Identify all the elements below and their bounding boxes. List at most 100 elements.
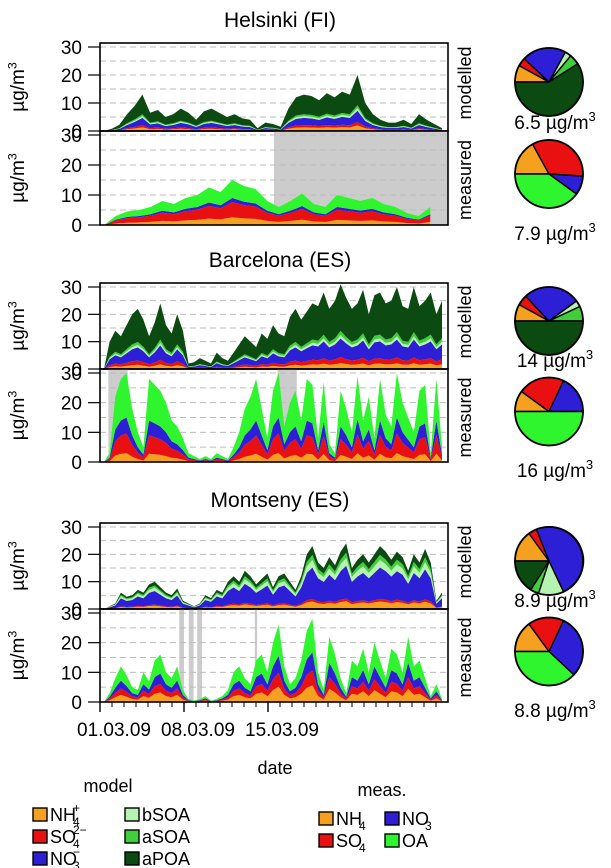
- modelled-area-aPOA: [104, 543, 442, 609]
- pie-modelled-outline: [514, 47, 584, 117]
- legend-subscript: 3: [425, 819, 432, 833]
- panel-label-measured: measured: [455, 617, 475, 697]
- measured-data-gap: [197, 609, 202, 702]
- pie-measured-outline: [514, 376, 584, 447]
- station-title: Barcelona (ES): [209, 249, 351, 272]
- legend-model-item-NO3: NO3−: [32, 845, 80, 868]
- measured-y-tick-label: 20: [61, 394, 82, 415]
- modelled-area-NH4: [104, 125, 442, 131]
- measured-y-tick-label: 30: [61, 364, 82, 385]
- legend-subscript: 4: [73, 837, 80, 851]
- station-title: Helsinki (FI): [224, 9, 336, 32]
- modelled-panel: 0 10 20 30: [61, 518, 449, 621]
- legend-meas-item-NH4: NH4: [318, 809, 366, 833]
- measured-area-OA: [104, 373, 442, 462]
- pie-measured-outline: [514, 616, 584, 687]
- pie-modelled-total-label: 6.5 µg/m3: [514, 109, 596, 134]
- legend-superscript: +: [73, 801, 80, 815]
- measured-panel: 0 10 20 30: [61, 364, 449, 474]
- panel-label-modelled: modelled: [455, 285, 475, 358]
- legend-subscript: 4: [73, 815, 80, 829]
- measured-area-NO3: [104, 652, 442, 702]
- modelled-y-tick-label: 10: [61, 333, 82, 354]
- modelled-area-aPOA: [104, 284, 442, 369]
- pie-measured-slice-OA: [514, 410, 584, 447]
- modelled-area-SO4: [104, 357, 442, 369]
- measured-area-SO4: [104, 433, 442, 462]
- legend-swatch: [318, 811, 334, 826]
- legend-model-item-NH4: NH4+: [32, 801, 80, 829]
- x-axis-label: date: [257, 758, 292, 778]
- modelled-y-tick-label: 0: [71, 360, 82, 381]
- modelled-y-tick-label: 10: [61, 94, 82, 115]
- legend-meas-item-SO4: SO4: [318, 831, 366, 855]
- legend-swatch: [124, 829, 140, 844]
- legend-swatch: [384, 833, 400, 848]
- pie-measured-total-label: 8.8 µg/m3: [514, 697, 596, 722]
- modelled-y-tick-label: 0: [71, 122, 82, 143]
- legend-label: NH: [336, 809, 362, 829]
- measured-y-tick-label: 10: [61, 423, 82, 444]
- legend-label: NO: [50, 849, 77, 868]
- pie-modelled-total-label: 8.9 µg/m3: [514, 587, 596, 612]
- panel-label-measured: measured: [455, 377, 475, 457]
- measured-frame: [99, 130, 449, 226]
- modelled-y-tick-label: 20: [61, 545, 82, 566]
- pie-modelled-total-label: 14 µg/m3: [517, 347, 593, 372]
- measured-y-tick-label: 0: [71, 453, 82, 474]
- y-axis-label: µg/m3: [5, 62, 29, 112]
- modelled-area-SO4: [104, 598, 442, 609]
- legend-model-title: model: [83, 776, 132, 796]
- modelled-panel: 0 10 20 30: [61, 38, 449, 143]
- modelled-y-tick-label: 20: [61, 66, 82, 87]
- modelled-area-aSOA: [104, 330, 442, 369]
- legend-meas-title: meas.: [357, 780, 406, 800]
- legend-swatch: [124, 807, 140, 822]
- x-tick-label: 01.03.09: [77, 720, 151, 741]
- x-tick-label: 15.03.09: [245, 720, 319, 741]
- measured-area-SO4: [104, 202, 431, 225]
- modelled-y-tick-label: 0: [71, 600, 82, 621]
- modelled-y-tick-label: 30: [61, 38, 82, 59]
- y-axis-label: µg/m3: [5, 153, 29, 203]
- measured-y-tick-label: 20: [61, 634, 82, 655]
- modelled-area-SO4: [104, 122, 442, 131]
- modelled-y-tick-label: 10: [61, 573, 82, 594]
- legend-label: OA: [402, 831, 428, 851]
- measured-y-tick-label: 20: [61, 156, 82, 177]
- pie-measured-outline: [514, 139, 584, 209]
- legend-superscript: −: [73, 845, 80, 859]
- legend-label: bSOA: [142, 805, 190, 825]
- pie-modelled-slice-aPOA: [514, 320, 584, 356]
- modelled-area-NO3: [104, 338, 442, 369]
- y-axis-label: µg/m3: [5, 301, 29, 351]
- station-chart-2: Montseny (ES)01020300102030µg/m3µg/m3mod…: [5, 489, 595, 722]
- modelled-area-NH4: [104, 601, 442, 609]
- modelled-area-bSOA: [104, 335, 442, 369]
- legend-label: SO: [336, 831, 362, 851]
- measured-data-gap: [254, 609, 258, 702]
- measured-panel: 0 10 20 30: [61, 604, 449, 714]
- panel-label-modelled: modelled: [455, 525, 475, 598]
- pie-modelled-outline: [514, 286, 584, 356]
- legend-model-item-aPOA: aPOA: [124, 849, 190, 868]
- measured-y-tick-label: 10: [61, 186, 82, 207]
- y-axis-label: µg/m3: [5, 541, 29, 591]
- legend-meas-item-OA_meas: OA: [384, 831, 428, 851]
- measured-y-tick-label: 0: [71, 693, 82, 714]
- legend-swatch: [32, 829, 48, 844]
- y-axis-label: µg/m3: [5, 391, 29, 441]
- measured-data-gap: [188, 609, 194, 702]
- modelled-y-tick-label: 30: [61, 278, 82, 299]
- legend-subscript: 3: [73, 859, 80, 868]
- legend-swatch: [32, 851, 48, 866]
- panel-label-modelled: modelled: [455, 46, 475, 119]
- modelled-area-aPOA: [104, 75, 442, 131]
- measured-area-NO3: [104, 417, 442, 462]
- legend-label: NH: [50, 805, 76, 825]
- measured-y-tick-label: 10: [61, 663, 82, 684]
- measured-frame: [99, 608, 449, 703]
- legend-label: aSOA: [142, 827, 190, 847]
- x-tick-label: 08.03.09: [161, 720, 235, 741]
